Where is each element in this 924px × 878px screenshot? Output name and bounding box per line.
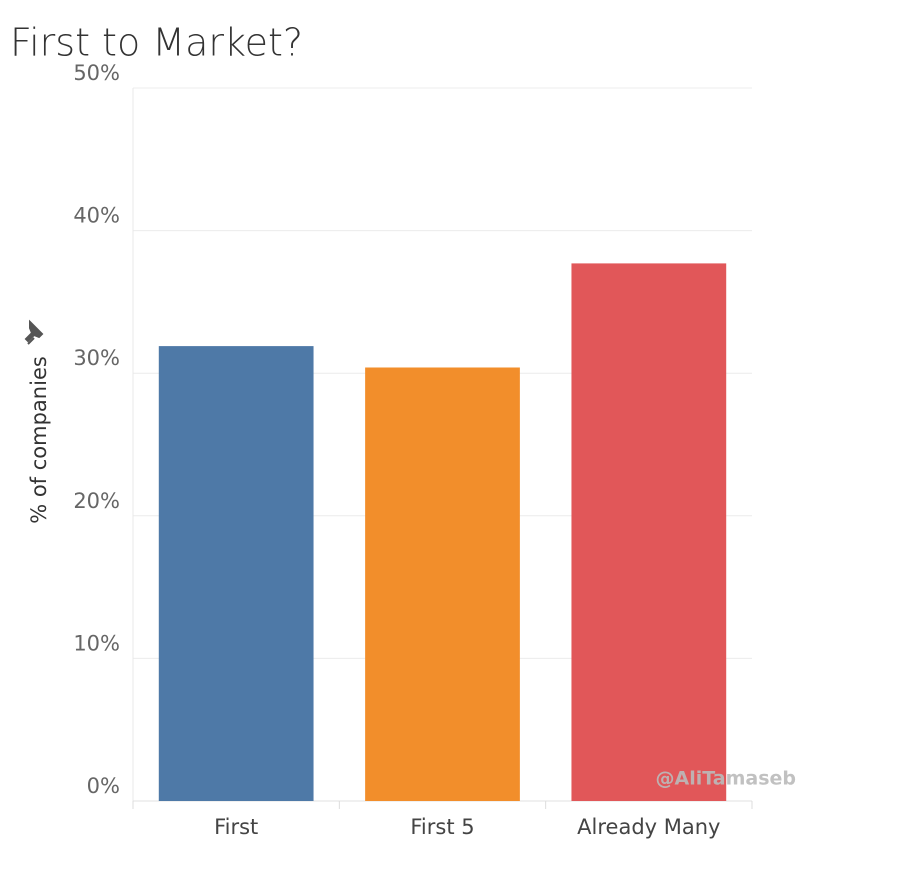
pin-icon[interactable] (24, 319, 44, 345)
bar (158, 346, 314, 801)
bar (571, 263, 727, 801)
y-tick-label: 0% (87, 774, 120, 798)
chart-title: First to Market? (10, 21, 303, 65)
x-tick-label: Already Many (577, 815, 720, 839)
y-axis-title: % of companies (27, 356, 51, 524)
y-tick-label: 20% (73, 489, 120, 513)
watermark: @AliTamaseb (656, 768, 796, 790)
x-tick-label: First 5 (410, 815, 474, 839)
y-tick-label: 30% (73, 346, 120, 370)
y-tick-label: 10% (73, 631, 120, 655)
y-tick-label: 50% (73, 61, 120, 85)
x-tick-label: First (214, 815, 258, 839)
bar (365, 367, 520, 801)
y-tick-label: 40% (73, 204, 120, 228)
